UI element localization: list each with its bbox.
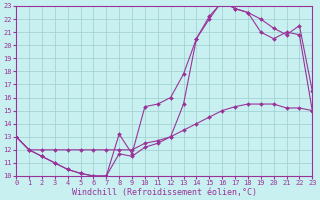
X-axis label: Windchill (Refroidissement éolien,°C): Windchill (Refroidissement éolien,°C) <box>72 188 257 197</box>
